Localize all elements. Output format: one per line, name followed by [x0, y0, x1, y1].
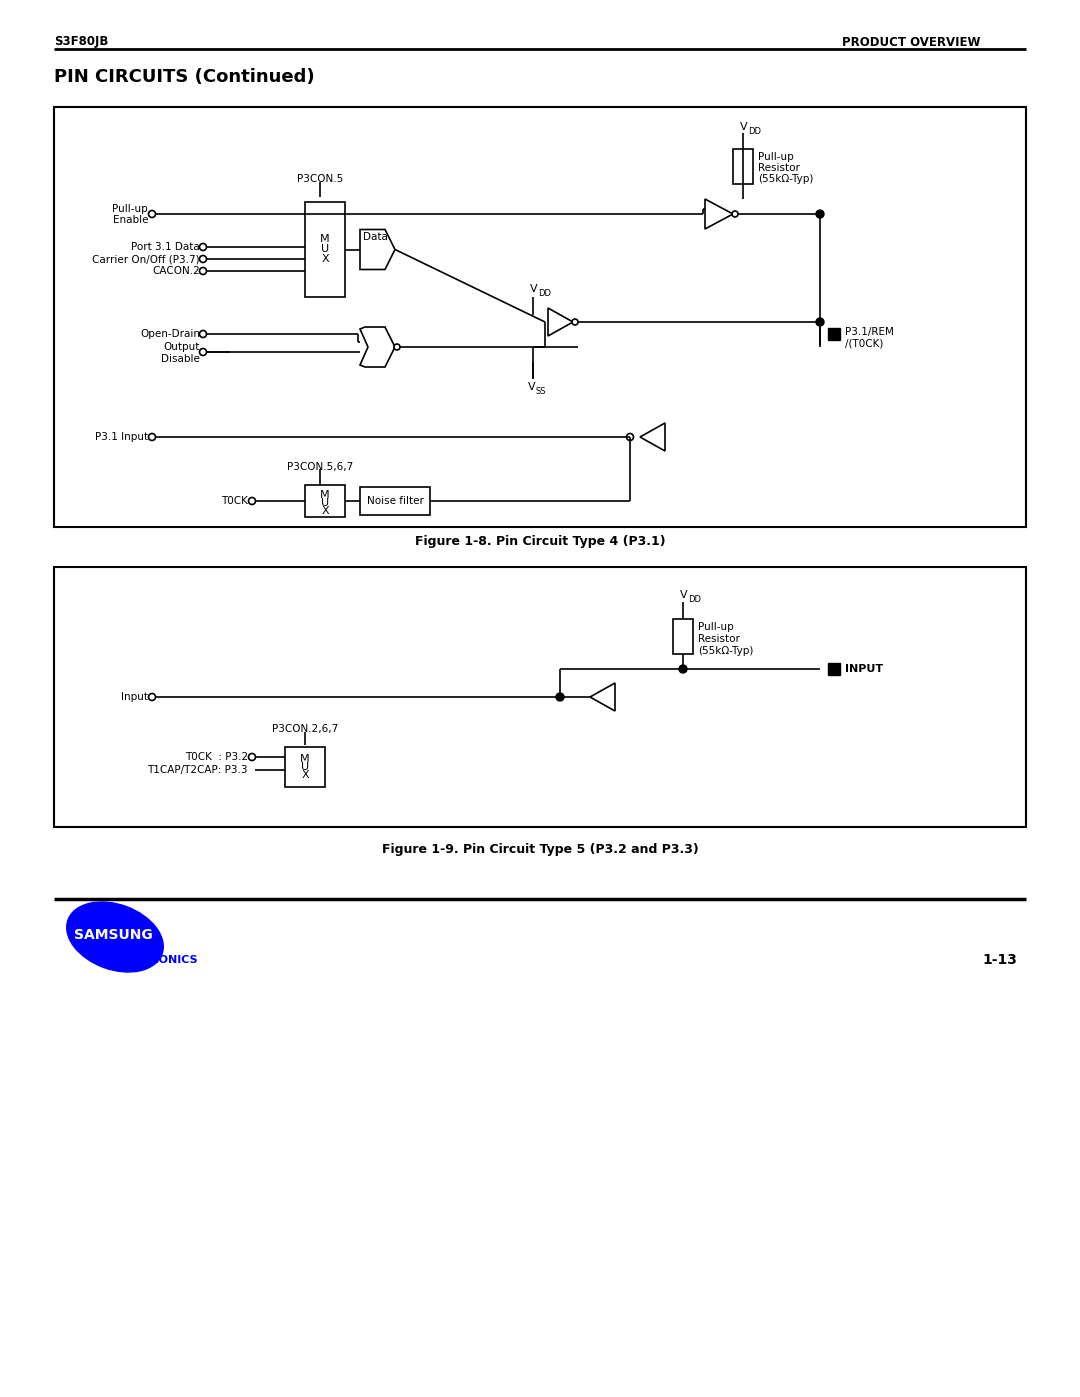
Circle shape [572, 319, 578, 326]
Text: V: V [680, 590, 688, 599]
Text: X: X [321, 254, 328, 264]
Text: P3CON.2,6,7: P3CON.2,6,7 [272, 724, 338, 733]
Text: Carrier On/Off (P3.7): Carrier On/Off (P3.7) [93, 254, 200, 264]
Text: Disable: Disable [161, 353, 200, 365]
Text: DD: DD [688, 595, 701, 605]
Polygon shape [360, 229, 395, 270]
Bar [285, 747, 325, 787]
Circle shape [556, 693, 564, 701]
Circle shape [149, 693, 156, 700]
Text: Pull-up: Pull-up [698, 622, 733, 631]
Polygon shape [705, 198, 733, 229]
Text: U: U [321, 244, 329, 254]
Text: M: M [300, 754, 310, 764]
Text: T1CAP/T2CAP: P3.3: T1CAP/T2CAP: P3.3 [148, 766, 248, 775]
Bar [733, 149, 753, 184]
Text: Open-Drain: Open-Drain [140, 330, 200, 339]
Text: P3.1/REM: P3.1/REM [845, 327, 894, 337]
Text: Resistor: Resistor [698, 634, 740, 644]
Text: 1-13: 1-13 [983, 953, 1017, 967]
Circle shape [200, 267, 206, 274]
Text: V: V [740, 122, 747, 131]
Bar [305, 485, 345, 517]
Circle shape [679, 665, 687, 673]
Circle shape [200, 256, 206, 263]
Bar [673, 619, 693, 654]
Text: X: X [301, 770, 309, 780]
Text: V: V [528, 381, 536, 393]
Circle shape [816, 210, 824, 218]
Text: Data: Data [363, 232, 388, 243]
Text: S3F80JB: S3F80JB [54, 35, 108, 49]
Text: CACON.2: CACON.2 [152, 265, 200, 277]
Circle shape [200, 348, 206, 355]
Text: SS: SS [536, 387, 546, 397]
Bar [54, 567, 1026, 827]
Text: DD: DD [538, 289, 551, 299]
Polygon shape [640, 423, 665, 451]
Circle shape [626, 433, 634, 440]
Text: Pull-up: Pull-up [758, 152, 794, 162]
Circle shape [149, 433, 156, 440]
Text: T0CK  : P3.2: T0CK : P3.2 [185, 752, 248, 761]
Text: Port 3.1 Data: Port 3.1 Data [132, 242, 200, 251]
Text: Resistor: Resistor [758, 163, 800, 173]
Text: Output: Output [164, 342, 200, 352]
Text: P3CON.5: P3CON.5 [297, 175, 343, 184]
Text: U: U [301, 761, 309, 773]
Polygon shape [548, 307, 573, 337]
Polygon shape [360, 327, 395, 367]
Circle shape [248, 753, 256, 760]
Text: DD: DD [748, 127, 761, 137]
Text: Figure 1-9. Pin Circuit Type 5 (P3.2 and P3.3): Figure 1-9. Pin Circuit Type 5 (P3.2 and… [381, 842, 699, 855]
Text: P3CON.5,6,7: P3CON.5,6,7 [287, 462, 353, 472]
Ellipse shape [67, 902, 163, 972]
Bar [828, 328, 840, 339]
Text: SAMSUNG: SAMSUNG [73, 928, 152, 942]
Circle shape [248, 497, 256, 504]
Bar [305, 203, 345, 298]
Text: X: X [321, 506, 328, 515]
Text: ELECTRONICS: ELECTRONICS [112, 956, 198, 965]
Circle shape [394, 344, 400, 351]
Text: U: U [321, 497, 329, 509]
Circle shape [732, 211, 738, 217]
Text: Pull-up: Pull-up [112, 204, 148, 214]
Text: M: M [320, 235, 329, 244]
Text: PIN CIRCUITS (Continued): PIN CIRCUITS (Continued) [54, 68, 314, 87]
Text: (55kΩ-Typ): (55kΩ-Typ) [758, 175, 813, 184]
Text: /(T0CK): /(T0CK) [845, 339, 883, 349]
Circle shape [200, 243, 206, 250]
Circle shape [200, 331, 206, 338]
Text: T0CK: T0CK [221, 496, 248, 506]
Text: INPUT: INPUT [845, 664, 883, 673]
Text: PRODUCT OVERVIEW: PRODUCT OVERVIEW [841, 35, 980, 49]
Text: P3.1 Input: P3.1 Input [95, 432, 148, 441]
Text: Input: Input [121, 692, 148, 703]
Bar [360, 488, 430, 515]
Circle shape [149, 211, 156, 218]
Circle shape [816, 319, 824, 326]
Text: M: M [320, 490, 329, 500]
Text: Noise filter: Noise filter [366, 496, 423, 506]
Text: V: V [530, 284, 538, 293]
Text: Enable: Enable [112, 215, 148, 225]
Bar [54, 108, 1026, 527]
Text: (55kΩ-Typ): (55kΩ-Typ) [698, 645, 754, 657]
Text: Figure 1-8. Pin Circuit Type 4 (P3.1): Figure 1-8. Pin Circuit Type 4 (P3.1) [415, 535, 665, 549]
Polygon shape [590, 683, 615, 711]
Bar [828, 664, 840, 675]
